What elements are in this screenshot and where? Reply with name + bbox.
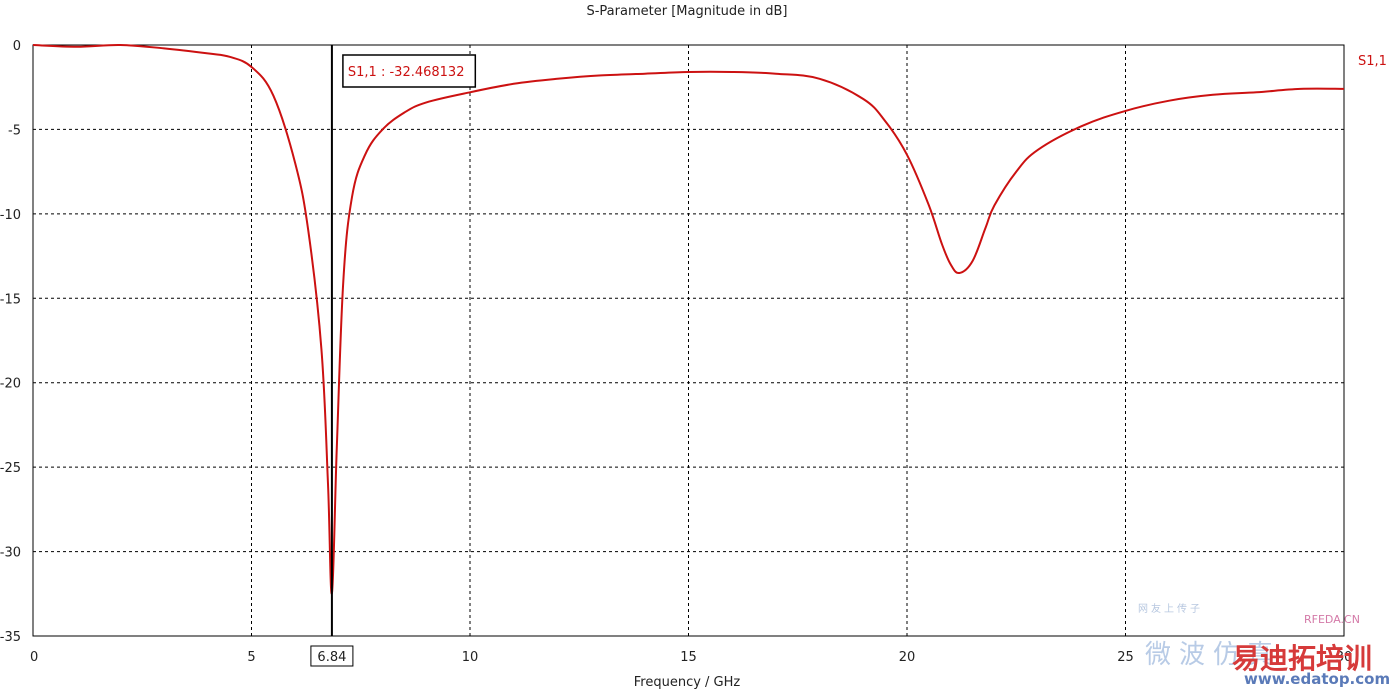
watermark-line1: 网友上传子 [1138,604,1203,615]
marker-annotation: S1,1 : -32.468132 [348,65,465,80]
x-tick-label: 5 [247,650,255,665]
axis-ticks: 0 5 10 15 20 25 30 0 -5 -10 -15 -20 -25 -30 -35 [0,39,1352,665]
watermark-chinese1: 微波仿真 [1145,640,1282,670]
x-axis-label: Frequency / GHz [634,675,741,690]
chart-title: S-Parameter [Magnitude in dB] [586,4,787,19]
y-tick-label: -10 [0,208,21,223]
y-tick-label: -35 [0,630,21,645]
watermark-brand-small: RFEDA.CN [1304,613,1360,626]
y-tick-label: -25 [0,461,21,476]
marker-x-label: 6.84 [317,650,346,665]
x-tick-label: 25 [1117,650,1134,665]
grid-lines [33,45,1344,636]
y-tick-label: 0 [13,39,21,54]
y-tick-label: -5 [8,123,21,138]
plot-area-border [32,44,1345,637]
marker-layer: S1,1 : -32.468132 6.84 [310,45,477,667]
y-tick-label: -15 [0,292,21,307]
x-tick-label: 20 [899,650,916,665]
x-tick-label: 0 [30,650,38,665]
legend-label-s11: S1,1 [1358,54,1387,69]
marker-annotation-box [342,54,477,88]
y-tick-label: -20 [0,377,21,392]
watermark-chinese2: 易迪拓培训 [1232,642,1373,675]
y-tick-label: -30 [0,546,21,561]
x-tick-label: 10 [462,650,479,665]
series-layer: S1,1 [32,43,1387,595]
marker-x-label-box [310,645,354,667]
x-tick-label: 15 [680,650,697,665]
x-tick-label: 30 [1336,650,1353,665]
watermark-url: www.edatop.com [1244,670,1389,688]
series-line-s11 [32,43,1345,595]
